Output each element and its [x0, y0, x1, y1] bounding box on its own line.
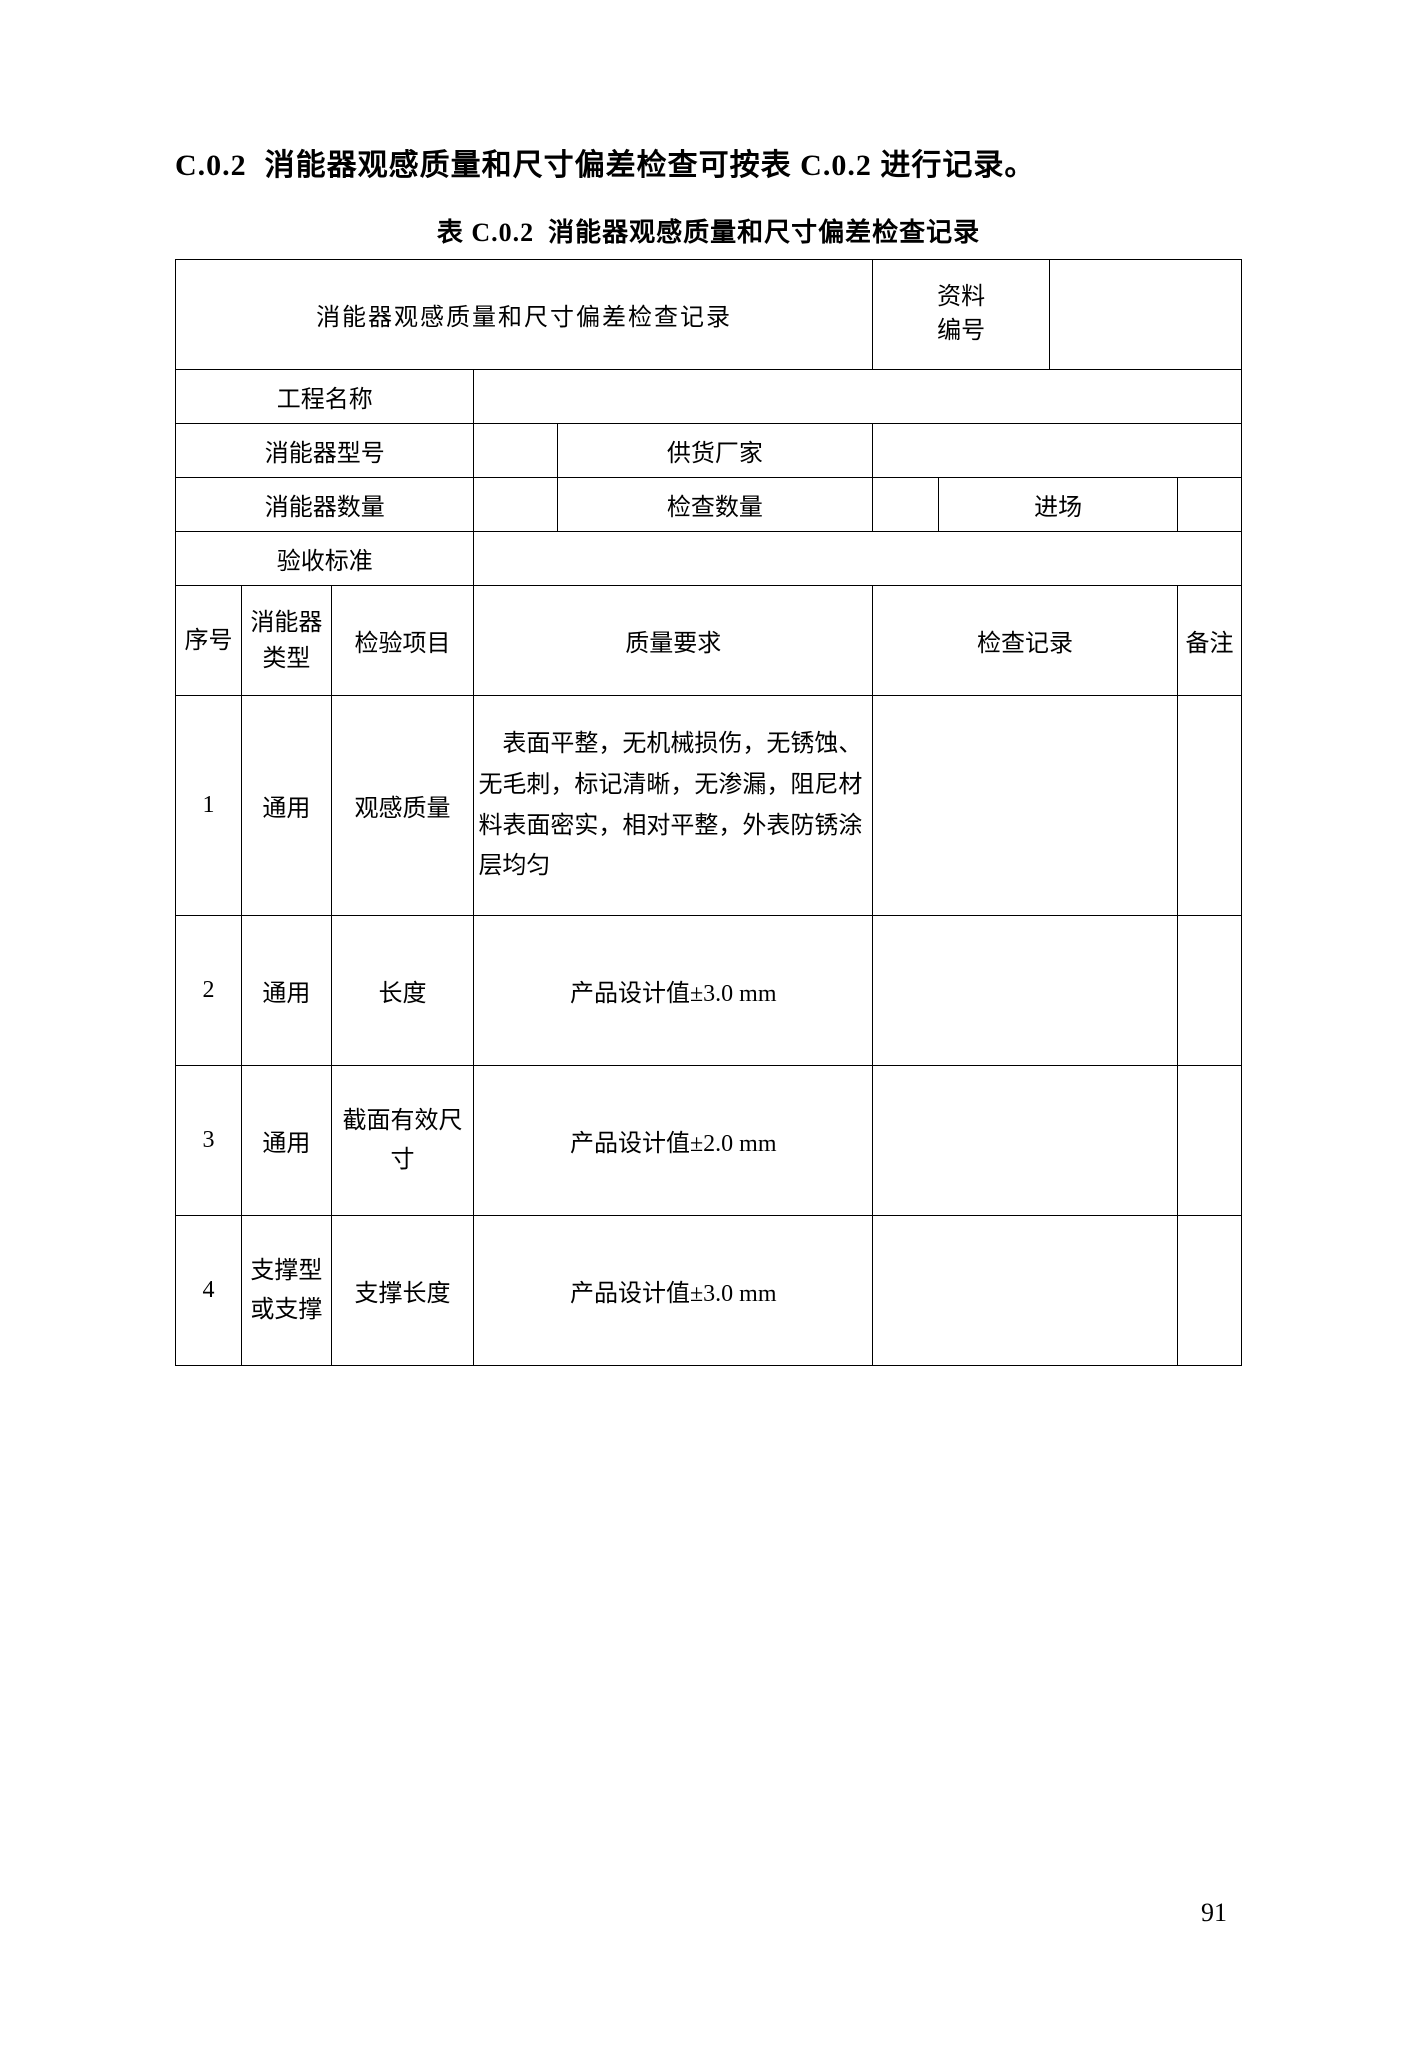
row3-req: 产品设计值±2.0 mm: [474, 1066, 873, 1216]
row4-record: [873, 1216, 1178, 1366]
label-model-no: 消能器型号: [176, 424, 474, 478]
form-title: 消能器观感质量和尺寸偏差检查记录: [176, 260, 873, 370]
label-project-name: 工程名称: [176, 370, 474, 424]
row3-item: 截面有效尺寸: [331, 1066, 474, 1216]
label-check-qty: 检查数量: [557, 478, 873, 532]
doc-no-label: 资料 编号: [873, 260, 1050, 370]
row4-seq: 4: [176, 1216, 242, 1366]
col-seq: 序号: [176, 586, 242, 696]
page-number: 91: [1201, 1898, 1227, 1928]
row2-seq: 2: [176, 916, 242, 1066]
section-heading: C.0.2 消能器观感质量和尺寸偏差检查可按表 C.0.2 进行记录。: [175, 140, 1242, 184]
row2-note: [1177, 916, 1241, 1066]
label-supplier: 供货厂家: [557, 424, 873, 478]
section-number: C.0.2: [175, 149, 247, 182]
caption-text: 消能器观感质量和尺寸偏差检查记录: [548, 218, 980, 247]
value-project-name: [474, 370, 1242, 424]
row3-seq: 3: [176, 1066, 242, 1216]
row4-req: 产品设计值±3.0 mm: [474, 1216, 873, 1366]
row4-type: 支撑型或支撑: [242, 1216, 332, 1366]
col-record: 检查记录: [873, 586, 1178, 696]
caption-prefix: 表 C.0.2: [437, 218, 534, 247]
row4-note: [1177, 1216, 1241, 1366]
col-requirement: 质量要求: [474, 586, 873, 696]
row3-record: [873, 1066, 1178, 1216]
row2-type: 通用: [242, 916, 332, 1066]
col-item: 检验项目: [331, 586, 474, 696]
row1-seq: 1: [176, 696, 242, 916]
value-standard: [474, 532, 1242, 586]
row2-record: [873, 916, 1178, 1066]
row4-item: 支撑长度: [331, 1216, 474, 1366]
row1-record: [873, 696, 1178, 916]
doc-no-label-2: 编号: [937, 318, 985, 344]
doc-no-label-1: 资料: [937, 284, 985, 310]
table-caption: 表 C.0.2 消能器观感质量和尺寸偏差检查记录: [175, 212, 1242, 249]
row1-req: 表面平整，无机械损伤，无锈蚀、无毛刺，标记清晰，无渗漏，阻尼材料表面密实，相对平…: [474, 696, 873, 916]
label-standard: 验收标准: [176, 532, 474, 586]
row1-item: 观感质量: [331, 696, 474, 916]
label-entry: 进场: [939, 478, 1178, 532]
label-quantity: 消能器数量: [176, 478, 474, 532]
row3-note: [1177, 1066, 1241, 1216]
doc-no-value: [1050, 260, 1242, 370]
row2-item: 长度: [331, 916, 474, 1066]
col-type: 消能器类型: [242, 586, 332, 696]
value-model-no: [474, 424, 557, 478]
col-note: 备注: [1177, 586, 1241, 696]
value-quantity: [474, 478, 557, 532]
section-text: 消能器观感质量和尺寸偏差检查可按表 C.0.2 进行记录。: [265, 149, 1036, 182]
row3-type: 通用: [242, 1066, 332, 1216]
inspection-table: 消能器观感质量和尺寸偏差检查记录 资料 编号 工程名称 消能器型号 供货厂家 消…: [175, 259, 1242, 1366]
value-check-qty: [873, 478, 939, 532]
row2-req: 产品设计值±3.0 mm: [474, 916, 873, 1066]
row1-note: [1177, 696, 1241, 916]
value-entry: [1177, 478, 1241, 532]
row1-type: 通用: [242, 696, 332, 916]
value-supplier: [873, 424, 1242, 478]
